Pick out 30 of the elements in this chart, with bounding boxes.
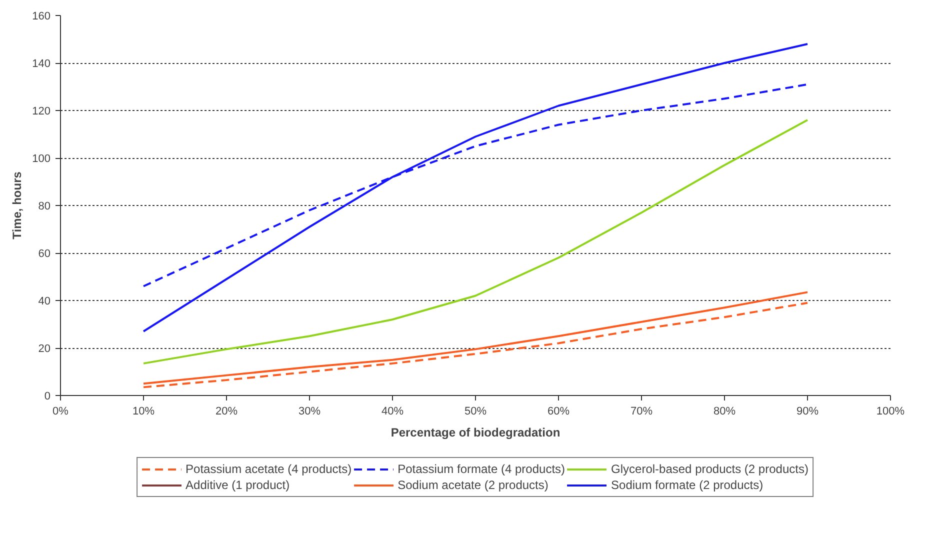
x-tick-label: 60% [547,406,570,418]
legend-label: Potassium formate (4 products) [398,462,566,476]
x-tick-label: 40% [381,406,404,418]
legend-label: Sodium acetate (2 products) [398,478,548,492]
y-tick-label: 120 [32,106,51,118]
x-tick-label: 80% [713,406,736,418]
y-tick-label: 20 [38,343,51,355]
y-tick-label: 160 [32,10,51,22]
y-tick-label: 0 [44,390,51,402]
y-tick-label: 40 [38,296,51,308]
x-tick-label: 20% [215,406,238,418]
x-tick-label: 0% [52,406,69,418]
y-tick-label: 80 [38,200,51,212]
line-series [142,43,808,332]
x-tick-label: 50% [464,406,487,418]
x-tick-label: 70% [630,406,653,418]
y-axis-title: Time, hours [10,171,24,240]
x-tick-label: 30% [298,406,321,418]
legend-label: Glycerol-based products (2 products) [611,462,808,476]
legend-label: Additive (1 product) [186,478,290,492]
x-tick-label: 10% [132,406,155,418]
line-series [142,119,808,364]
legend-label: Sodium formate (2 products) [611,478,764,492]
legend-label: Potassium acetate (4 products) [186,462,352,476]
y-tick-label: 100 [32,153,51,165]
x-axis-title: Percentage of biodegradation [390,426,560,440]
x-tick-label: 90% [796,406,819,418]
x-tick-label: 100% [876,406,905,418]
y-tick-label: 140 [32,58,51,70]
y-tick-label: 60 [38,248,51,260]
